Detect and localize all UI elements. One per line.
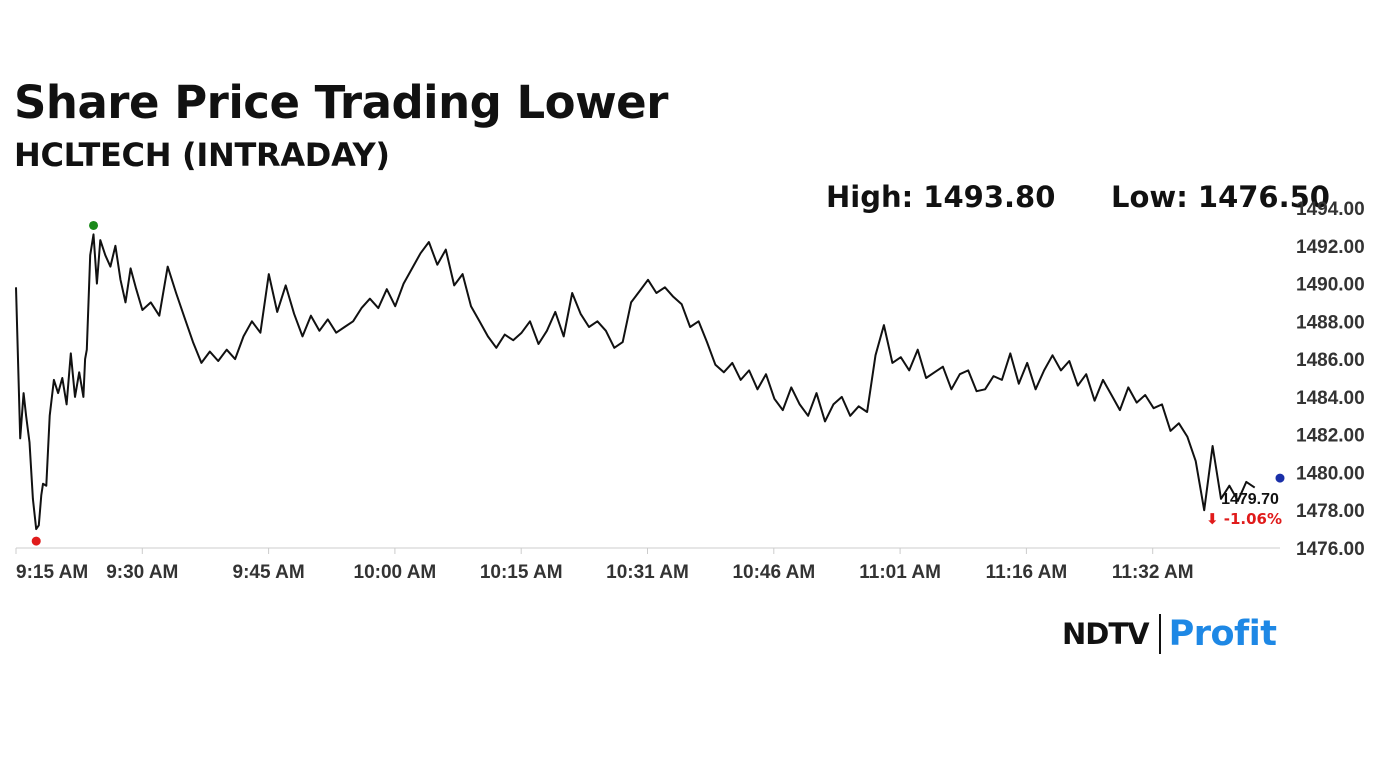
- logo-product: Profit: [1168, 614, 1277, 654]
- x-tick-label: 11:32 AM: [1112, 562, 1194, 583]
- x-tick-label: 11:01 AM: [859, 562, 941, 583]
- chart-subtitle: HCLTECH (INTRADAY): [14, 136, 390, 174]
- last-price-label: 1479.70: [1221, 491, 1279, 508]
- x-tick-label: 10:46 AM: [732, 562, 815, 583]
- ndtv-profit-logo: NDTV Profit: [1062, 612, 1277, 656]
- y-tick-label: 1492.00: [1296, 237, 1365, 258]
- price-change-label: ⬇ -1.06%: [1206, 510, 1282, 528]
- y-tick-label: 1482.00: [1296, 426, 1365, 447]
- price-line: [15, 233, 1256, 531]
- y-tick-label: 1480.00: [1296, 463, 1365, 484]
- x-tick-label: 11:16 AM: [986, 562, 1068, 583]
- logo-divider: [1158, 614, 1161, 654]
- y-tick-label: 1486.00: [1296, 350, 1365, 371]
- y-tick-label: 1478.00: [1296, 501, 1365, 522]
- high-price-label: High: 1493.80: [826, 180, 1056, 214]
- high-marker: [89, 220, 99, 230]
- y-tick-label: 1488.00: [1296, 312, 1365, 333]
- x-tick-label: 9:30 AM: [106, 562, 178, 583]
- y-tick-label: 1484.00: [1296, 388, 1365, 409]
- x-tick-label: 9:15 AM: [16, 562, 88, 583]
- chart-title: Share Price Trading Lower: [14, 76, 668, 129]
- x-tick-label: 9:45 AM: [233, 562, 305, 583]
- y-tick-label: 1476.00: [1296, 539, 1365, 560]
- logo-brand: NDTV: [1062, 617, 1150, 651]
- low-price-label: Low: 1476.50: [1111, 180, 1330, 214]
- y-tick-label: 1490.00: [1296, 275, 1365, 296]
- low-marker: [31, 536, 41, 546]
- last-price-marker: [1275, 473, 1285, 483]
- x-tick-label: 10:15 AM: [480, 562, 563, 583]
- x-tick-label: 10:31 AM: [606, 562, 689, 583]
- x-tick-label: 10:00 AM: [354, 562, 437, 583]
- y-tick-label: 1494.00: [1296, 199, 1365, 220]
